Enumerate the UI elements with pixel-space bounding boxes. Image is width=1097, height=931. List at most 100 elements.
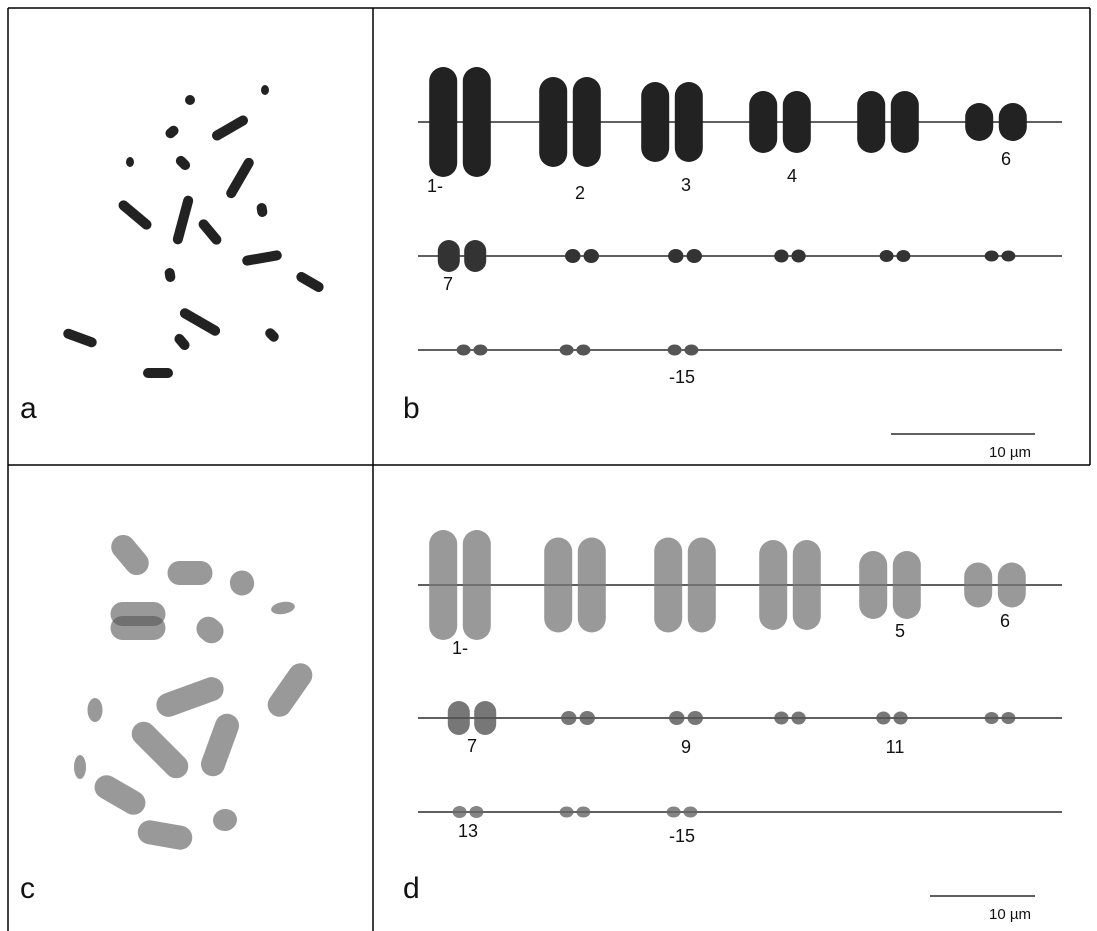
chromosome [179,308,221,336]
chromosome [984,250,999,262]
chromosome [890,91,919,153]
chromosome [666,806,681,818]
chromosome [452,806,467,818]
panel-label: b [403,392,420,425]
chromosome [429,67,458,177]
chromosome-label: 7 [467,736,477,756]
chromosome [749,91,778,153]
chromosome [774,249,789,263]
chromosome-label: 1- [427,176,443,196]
chromosome [447,701,470,735]
chromosome-label: 6 [1000,611,1010,631]
chromosome [759,540,788,630]
chromosome-label: 3 [681,175,691,195]
chromosome [896,250,911,262]
chromosome-label: 5 [895,621,905,641]
chromosome [669,711,685,725]
chromosome [1001,712,1016,724]
panel-label: a [20,392,37,425]
chromosome [265,328,279,342]
chromosome [212,115,248,141]
chromosome [118,200,152,230]
chromosomes [63,67,1027,850]
chromosome [200,713,240,777]
chromosome [579,711,595,725]
chromosome [984,712,999,724]
chromosome-label: 13 [458,821,478,841]
scale-bar-label: 10 µm [989,906,1031,923]
chromosome [229,570,255,596]
chromosome-label: -15 [669,367,695,387]
chromosome-label: 6 [1001,149,1011,169]
chromosome [261,85,269,95]
chromosome [576,344,591,356]
chromosome [464,240,487,272]
chromosome [774,711,789,725]
chromosome [674,82,703,162]
chromosome [437,240,460,272]
chromosome [792,540,821,630]
chromosome [1001,250,1016,262]
panel-label: c [20,872,35,905]
chromosome [137,820,193,850]
chromosome [256,203,268,217]
chromosome [859,551,888,619]
chromosome [654,537,683,633]
chromosome-label: -15 [669,826,695,846]
chromosome [267,663,313,717]
chromosome [641,82,670,162]
chromosome [559,344,574,356]
chromosome [998,103,1027,141]
chromosome [667,344,682,356]
chromosome-label: 9 [681,737,691,757]
chromosome [879,250,894,262]
chromosome [687,711,703,725]
chromosome [791,711,806,725]
chromosome [110,616,166,640]
chromosome [164,268,176,282]
chromosome [544,537,573,633]
chromosome [997,562,1026,608]
chromosome [296,272,324,292]
chromosome [456,344,471,356]
chromosome [572,77,601,167]
chromosome [111,534,149,576]
karyotype-lines [418,121,1062,897]
chromosome [782,91,811,153]
chromosome [165,125,179,139]
chromosome [271,601,295,615]
chromosome [583,249,599,263]
chromosome [577,537,606,633]
chromosome [684,344,699,356]
chromosome-label: 2 [575,183,585,203]
chromosome [126,157,134,167]
chromosome-label: 1- [452,638,468,658]
chromosome [561,711,577,725]
chromosome [196,616,224,644]
chromosome [143,368,173,378]
panel-frame [7,7,1091,931]
chromosome [683,806,698,818]
chromosome [668,249,684,263]
chromosome [226,157,254,199]
chromosome [185,95,195,105]
chromosome [94,775,146,815]
scale-bar-label: 10 µm [989,444,1031,461]
panel-label: d [403,872,420,905]
chromosome [462,530,491,640]
chromosome [429,530,458,640]
chromosome [857,91,886,153]
chromosome [213,808,237,832]
chromosome [172,195,194,245]
chromosome [474,701,497,735]
chromosome [576,806,591,818]
chromosome [469,806,484,818]
chromosome [242,250,282,266]
chromosome [565,249,581,263]
chromosome [175,155,191,171]
chromosome [198,219,222,245]
chromosome [876,711,891,725]
chromosome [131,721,189,779]
chromosome [686,249,702,263]
